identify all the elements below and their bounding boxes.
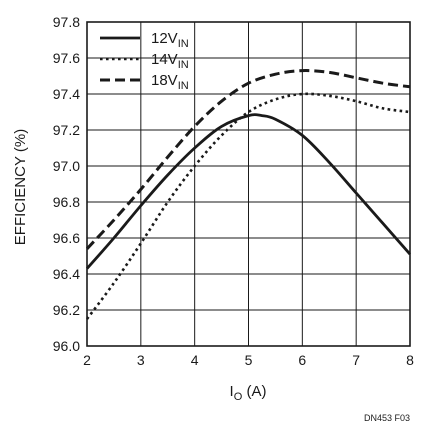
y-tick-label: 96.4 <box>53 266 80 282</box>
x-tick-label: 5 <box>245 352 253 368</box>
y-tick-label: 97.4 <box>53 86 80 102</box>
y-tick-label: 96.6 <box>53 230 80 246</box>
legend-label-sub: IN <box>178 80 189 92</box>
x-tick-label: 6 <box>298 352 306 368</box>
x-tick-label: 4 <box>191 352 199 368</box>
legend-label-sub: IN <box>178 59 189 71</box>
x-tick-label: 2 <box>83 352 91 368</box>
y-axis-title: EFFICIENCY (%) <box>12 129 29 245</box>
x-axis-title-sub: O <box>234 391 243 403</box>
y-tick-label: 96.0 <box>53 338 80 354</box>
y-tick-label: 97.2 <box>53 122 80 138</box>
series-line-dashed <box>85 69 411 250</box>
legend-label-main: 12V <box>151 30 178 47</box>
figure-code: DN453 F03 <box>364 413 410 423</box>
x-axis-title-main: I <box>230 383 234 400</box>
legend-label: 18VIN <box>151 72 189 92</box>
x-tick-label: 8 <box>406 352 414 368</box>
x-tick-label: 7 <box>352 352 360 368</box>
y-tick-label: 97.8 <box>53 14 80 30</box>
tick-labels: 2 3 4 5 6 7 8 96.0 96.2 96.4 96.6 96.8 97.0 97.2 97.4 9… <box>53 14 414 368</box>
series-line-solid <box>85 113 412 270</box>
x-axis-title-rest: (A) <box>242 383 266 400</box>
plot-frame <box>86 21 411 347</box>
legend-label-main: 14V <box>151 51 178 68</box>
legend-label: 14VIN <box>151 51 189 71</box>
y-tick-label: 97.0 <box>53 158 80 174</box>
legend-label-main: 18V <box>151 72 178 89</box>
y-tick-label: 96.2 <box>53 302 80 318</box>
x-axis-title: IO (A) <box>230 383 267 403</box>
x-tick-label: 3 <box>137 352 145 368</box>
legend-label: 12VIN <box>151 30 189 50</box>
y-tick-label: 97.6 <box>53 50 80 66</box>
series-layer <box>85 69 412 320</box>
legend-label-sub: IN <box>178 38 189 50</box>
grid-layer <box>86 21 411 347</box>
y-tick-label: 96.8 <box>53 194 80 210</box>
